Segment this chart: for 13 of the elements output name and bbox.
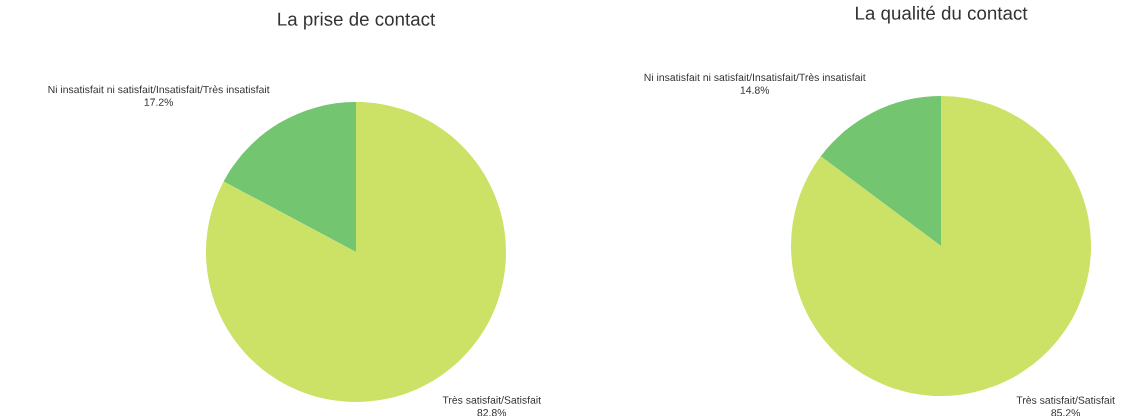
slice-label: Très satisfait/Satisfait — [1016, 396, 1115, 404]
data-label: 17.2% — [144, 98, 174, 106]
slice-label: Ni insatisfait ni satisfait/Insatisfait/Très insatisfait — [644, 73, 866, 82]
pie-slice — [820, 96, 941, 246]
data-label: 82.8% — [477, 409, 507, 416]
chart-title: La prise de contact — [278, 12, 436, 30]
data-label: 85.2% — [1051, 409, 1081, 416]
pie-slice — [791, 96, 1091, 396]
pie-slice — [223, 102, 356, 252]
chart-title: La qualité du contact — [856, 5, 1028, 24]
slice-label: Ni insatisfait ni satisfait/Insatisfait/Très insatisfait — [48, 85, 270, 94]
data-label: 14.8% — [740, 86, 770, 94]
slice-label: Très satisfait/Satisfait — [442, 395, 541, 404]
